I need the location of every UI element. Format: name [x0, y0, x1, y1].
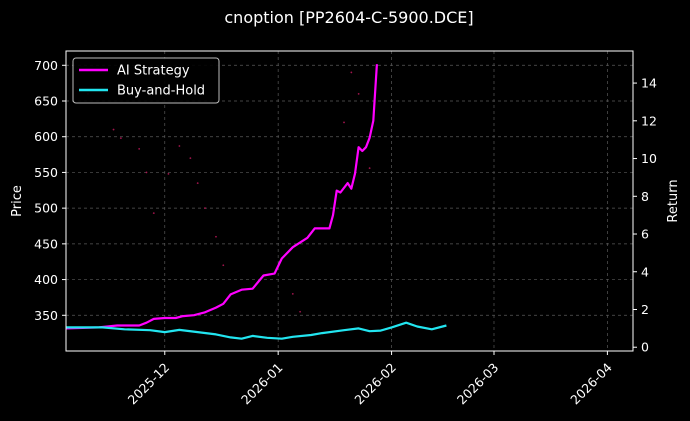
y-right-tick-label: 4 — [641, 264, 649, 279]
grid — [66, 51, 633, 351]
y-right-tick-label: 8 — [641, 189, 649, 204]
price-point — [350, 71, 353, 74]
price-point — [112, 128, 115, 131]
y-axis-right-label: Return — [666, 179, 681, 222]
price-point — [204, 207, 206, 210]
price-point — [145, 171, 148, 174]
price-point — [167, 172, 170, 175]
chart-title: cnoption [PP2604-C-5900.DCE] — [224, 8, 473, 27]
y-axis-left-label: Price — [10, 185, 25, 217]
price-point — [189, 157, 192, 160]
price-point — [215, 235, 217, 238]
price-point — [196, 182, 199, 185]
plot-frame — [65, 50, 634, 352]
legend-label: AI Strategy — [117, 64, 190, 79]
price-point — [291, 292, 294, 295]
y-right-tick-label: 0 — [641, 340, 649, 355]
legend-box — [72, 57, 220, 104]
y-left-tick-label: 550 — [34, 165, 58, 180]
y-right-tick-label: 6 — [641, 227, 649, 242]
y-left-tick-label: 500 — [34, 201, 58, 216]
y-left-tick-label: 700 — [34, 58, 58, 73]
y-right-tick-label: 14 — [641, 76, 657, 91]
y-left-tick-label: 350 — [34, 308, 58, 323]
y-right-tick-label: 10 — [641, 151, 657, 166]
y-right-tick-label: 2 — [641, 302, 649, 317]
y-left-tick-label: 650 — [34, 94, 58, 109]
legend: AI Strategy Buy-and-Hold — [72, 57, 220, 104]
price-scatter — [87, 71, 371, 313]
series-line-buy-and-hold — [66, 321, 447, 340]
y-left-tick-label: 600 — [34, 129, 58, 144]
series-lines — [65, 64, 447, 340]
price-point — [368, 167, 371, 170]
y-left-tick-label: 450 — [34, 236, 58, 251]
y-left-tick-label: 400 — [34, 272, 58, 287]
price-point — [343, 121, 345, 124]
price-point — [119, 137, 122, 140]
legend-label: Buy-and-Hold — [117, 84, 205, 99]
price-point — [222, 264, 225, 267]
price-point — [178, 145, 181, 147]
price-point — [299, 310, 302, 313]
price-point — [138, 147, 141, 150]
series-line-ai-strategy — [65, 64, 378, 330]
price-point — [357, 92, 360, 95]
price-point — [152, 212, 155, 215]
y-right-tick-label: 12 — [641, 113, 657, 128]
